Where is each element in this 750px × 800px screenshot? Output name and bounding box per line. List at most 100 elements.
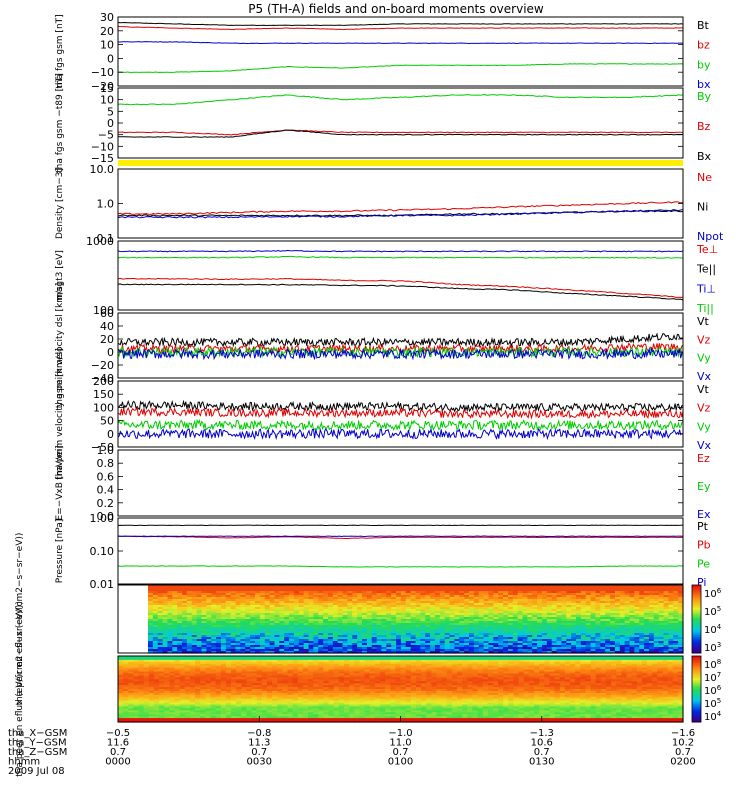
- series-Ti||-line: [117, 255, 684, 259]
- series-Bx-line: [117, 129, 684, 138]
- panel-5-ytick-label: 60: [100, 307, 114, 320]
- x-axis-value: 11.6: [107, 738, 129, 749]
- panel-1-ylabel: tha fgs gsm [nT]: [55, 14, 65, 88]
- series-Te⊥-line: [117, 277, 684, 298]
- legend-vx: Vx: [697, 439, 712, 452]
- panel-7-ytick-label: 0.6: [97, 470, 115, 483]
- panel-2-ytick-label: 15: [100, 82, 114, 95]
- legend-ti||: Ti||: [696, 302, 714, 315]
- series-Bt-line: [117, 21, 684, 27]
- x-axis-value: 0.7: [675, 747, 691, 758]
- panel-9-frame: [117, 584, 684, 654]
- legend-vz: Vz: [697, 402, 711, 415]
- panel-7: E=−VxB [mV/m] 1.00.80.60.40.20.0 Ez Ey Ex: [55, 444, 711, 523]
- legend-vt: Vt: [697, 383, 710, 396]
- legend-te⊥: Te⊥: [696, 243, 718, 256]
- legend-ti⊥: Ti⊥: [696, 282, 716, 295]
- panel-6-ytick-label: 100: [93, 401, 114, 414]
- x-axis-labels: tha_X−GSM −0.5 −0.8 −1.0 −1.3 −1.6 tha_Y−GSM 11…: [8, 728, 696, 777]
- x-axis-row-label: hhmm: [8, 757, 40, 768]
- panel-5-ytick-label: −40: [91, 372, 114, 385]
- x-axis-value: 10.2: [672, 738, 694, 749]
- panel-10-ylabel: tha peer en eflux (eV/(cm2−s−sr−eV)): [15, 601, 25, 777]
- series-Pi-line: [117, 535, 684, 538]
- panel-4-ytick-label: 100: [93, 304, 114, 317]
- x-axis-value: 10.6: [531, 738, 553, 749]
- series-Ti⊥-line: [117, 249, 684, 253]
- panel-3-ytick-label: 1.0: [97, 198, 115, 211]
- series-by-line: [117, 63, 684, 73]
- panel-2-ylabel: tha fgs gsm −t89 [nT]: [55, 73, 65, 173]
- legend-vx: Vx: [697, 370, 712, 383]
- series-Te||-line: [117, 283, 684, 301]
- legend-vy: Vy: [697, 352, 711, 365]
- panel-5-ytick-label: −20: [91, 359, 114, 372]
- series-bz-line: [117, 26, 683, 31]
- panel-4: magt3 [eV] 1000 100 Te⊥ Te|| Ti⊥ Ti||: [55, 235, 718, 317]
- x-axis-row-label: tha_Y−GSM: [8, 738, 67, 749]
- spectrogram-gap: [118, 585, 148, 653]
- panel-3-frame: [117, 168, 684, 239]
- colorbar-tick-label: 106: [704, 684, 722, 697]
- colorbar-tick-label: 104: [704, 710, 722, 723]
- legend-ex: Ex: [697, 508, 711, 521]
- panel-2-ytick-label: 0: [107, 117, 114, 130]
- panel-2-ytick-label: 10: [100, 94, 114, 107]
- series-Npot-line: [117, 208, 684, 219]
- panel-7-ytick-label: 0.2: [97, 497, 115, 510]
- panel-3-ytick-label: 0.1: [97, 232, 115, 245]
- panel-5-ytick-label: 0: [107, 346, 114, 359]
- colorbar-tick-label: 106: [704, 587, 722, 600]
- electron-spectrogram: [118, 656, 684, 723]
- yellow-flag-bar: [118, 160, 683, 166]
- colorbar-tick-label: 103: [704, 641, 721, 654]
- panel-4-frame: [117, 240, 684, 311]
- legend-ne: Ne: [697, 171, 712, 184]
- panel-6-ytick-label: 150: [93, 388, 114, 401]
- legend-ez: Ez: [697, 452, 710, 465]
- legend-npot: Npot: [697, 230, 724, 243]
- x-axis-value: 0030: [247, 757, 272, 768]
- series-bx-line: [118, 41, 684, 45]
- legend-bx: bx: [697, 78, 711, 91]
- series-Ne-line: [117, 201, 684, 215]
- panel-5-ylabel: tha peim velocity dsl [km/s]: [55, 283, 65, 409]
- panel-8-ytick-label: 1.00: [90, 512, 115, 525]
- panel-1-frame: [117, 16, 684, 87]
- panel-9: tha peir en eflux (eV/(cm2−s−sr−eV)) 1061…: [15, 533, 722, 706]
- x-axis-value: 0.7: [251, 747, 267, 758]
- series-Bz-line: [117, 129, 684, 136]
- legend-pi: Pi: [697, 576, 706, 589]
- panel-8-frame: [117, 517, 684, 585]
- panel-7-frame: [117, 449, 684, 517]
- legend-vy: Vy: [697, 420, 711, 433]
- legend-te||: Te||: [696, 263, 716, 276]
- series-By-line: [117, 94, 684, 106]
- panel-1-ytick-label: 30: [100, 11, 114, 24]
- x-axis-date: 2009 Jul 08: [8, 766, 65, 777]
- x-axis-value: −1.6: [671, 728, 695, 739]
- series-Pe-line: [117, 565, 684, 568]
- series-Vy-line: [117, 418, 684, 432]
- panel-1-ytick-label: 10: [100, 39, 114, 52]
- panel-5-ytick-label: 20: [100, 333, 114, 346]
- legend-bx: Bx: [697, 150, 712, 163]
- panel-6-frame: [117, 380, 684, 448]
- x-axis-value: 0100: [388, 757, 413, 768]
- x-axis-value: 11.0: [389, 738, 411, 749]
- legend-vt: Vt: [697, 315, 710, 328]
- x-axis-row-label: tha_X−GSM: [8, 728, 67, 739]
- colorbar-tick-label: 105: [704, 697, 721, 710]
- panel-7-ytick-label: 0.8: [97, 457, 115, 470]
- panel-8-ylabel: Pressure [nPa]: [55, 519, 65, 584]
- x-axis-value: 0200: [670, 757, 695, 768]
- x-axis-row-label: tha_Z−GSM: [8, 747, 67, 758]
- series-Vt-line: [117, 399, 683, 413]
- x-axis-value: 11.3: [248, 738, 270, 749]
- series-Pb-line: [117, 535, 684, 539]
- legend-bz: bz: [697, 39, 710, 52]
- legend-by: By: [697, 90, 712, 103]
